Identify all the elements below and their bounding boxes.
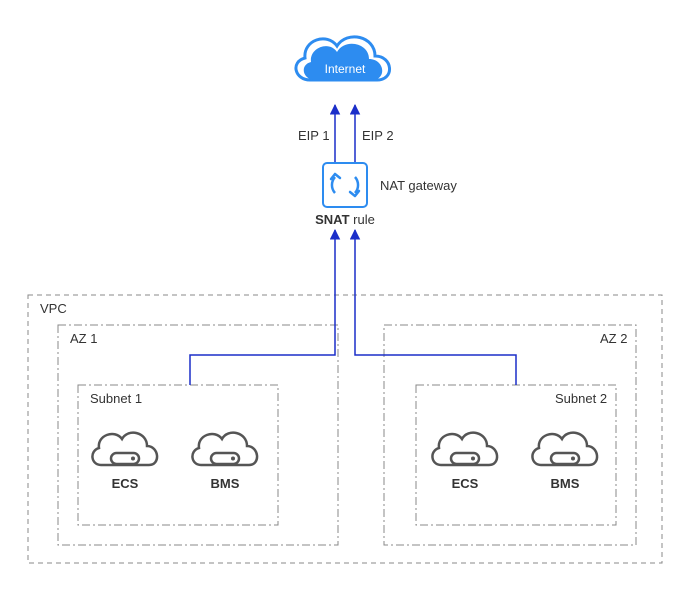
az2-label: AZ 2 bbox=[600, 331, 627, 346]
az2-to-snat-arrow bbox=[355, 230, 516, 385]
az2-ecs-icon bbox=[432, 433, 497, 465]
subnet2-label: Subnet 2 bbox=[555, 391, 607, 406]
az1-bms-label: BMS bbox=[211, 476, 240, 491]
subnet1-box bbox=[78, 385, 278, 525]
az1-to-snat-arrow bbox=[190, 230, 335, 385]
vpc-label: VPC bbox=[40, 301, 67, 316]
subnet1-label: Subnet 1 bbox=[90, 391, 142, 406]
az2-ecs-label: ECS bbox=[452, 476, 479, 491]
subnet2-box bbox=[416, 385, 616, 525]
az1-ecs-icon bbox=[92, 433, 157, 465]
nat-gateway-label: NAT gateway bbox=[380, 178, 457, 193]
vpc-box bbox=[28, 295, 662, 563]
az2-box bbox=[384, 325, 636, 545]
az2-bms-icon bbox=[532, 433, 597, 465]
internet-label: Internet bbox=[325, 62, 366, 76]
nat-gateway-icon bbox=[323, 163, 367, 207]
az1-label: AZ 1 bbox=[70, 331, 97, 346]
az1-ecs-label: ECS bbox=[112, 476, 139, 491]
snat-rule-label: SNAT rule bbox=[315, 212, 375, 227]
az2-bms-label: BMS bbox=[551, 476, 580, 491]
eip2-label: EIP 2 bbox=[362, 128, 394, 143]
az1-bms-icon bbox=[192, 433, 257, 465]
internet-cloud-icon: Internet bbox=[296, 37, 390, 80]
eip1-label: EIP 1 bbox=[298, 128, 330, 143]
az1-box bbox=[58, 325, 338, 545]
